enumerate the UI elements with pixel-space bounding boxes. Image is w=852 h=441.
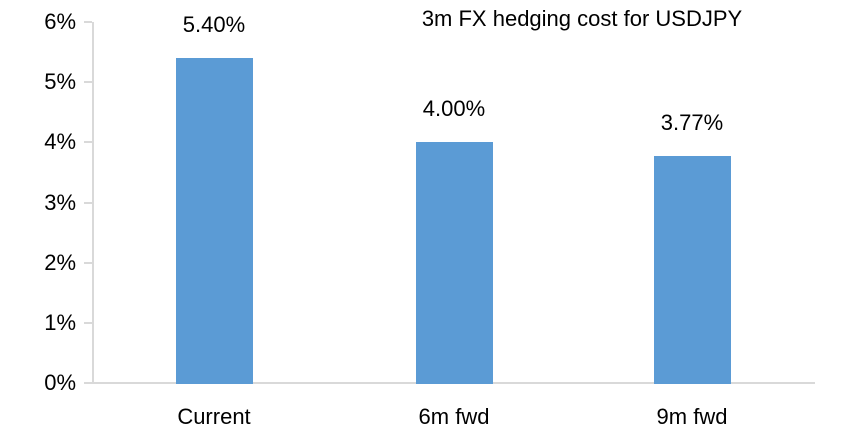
bar-value-label: 5.40% xyxy=(182,12,246,38)
y-tick-label: 4% xyxy=(44,129,76,155)
y-tick-mark xyxy=(84,141,92,144)
y-axis-line xyxy=(92,22,94,384)
y-tick-label: 5% xyxy=(44,69,76,95)
bar-6m-fwd xyxy=(415,142,493,384)
y-tick-mark xyxy=(84,261,92,264)
x-category-label: Current xyxy=(177,404,251,429)
y-tick-mark xyxy=(84,21,92,23)
y-tick-label: 2% xyxy=(44,249,76,275)
y-tick-mark xyxy=(84,321,92,324)
y-tick-label: 0% xyxy=(44,370,76,395)
y-tick-mark xyxy=(84,81,92,84)
bar-value-label: 4.00% xyxy=(422,96,486,122)
y-tick-label: 1% xyxy=(44,309,76,335)
y-tick-mark xyxy=(84,382,92,384)
y-tick-label: 6% xyxy=(44,9,76,34)
y-tick-label: 3% xyxy=(44,189,76,215)
x-category-label: 9m fwd xyxy=(656,404,728,429)
bar-value-label: 3.77% xyxy=(660,110,724,136)
y-tick-mark xyxy=(84,201,92,204)
bar-9m-fwd xyxy=(653,156,731,384)
bar-current xyxy=(175,58,253,384)
x-category-label: 6m fwd xyxy=(418,404,490,429)
chart-title: 3m FX hedging cost for USDJPY xyxy=(421,6,743,31)
